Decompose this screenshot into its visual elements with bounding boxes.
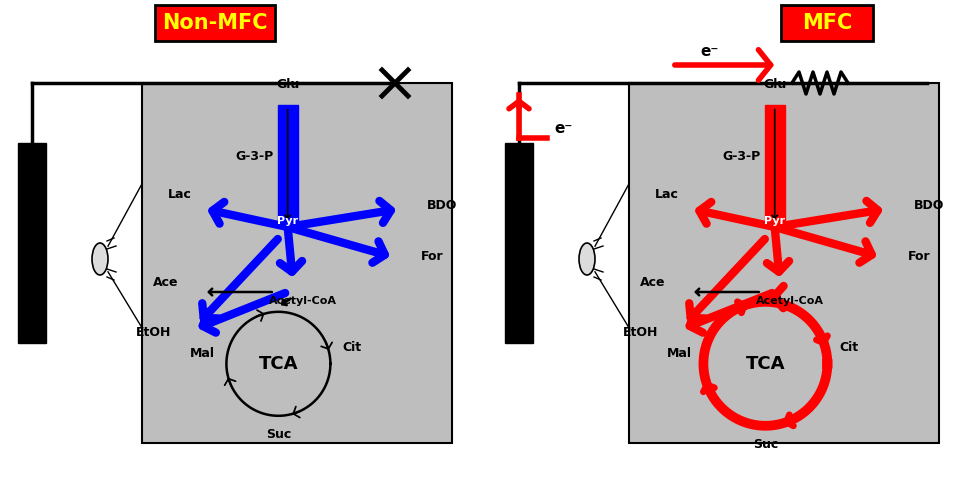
Bar — [505, 143, 533, 343]
Text: For: For — [421, 250, 443, 264]
Text: G-3-P: G-3-P — [236, 150, 274, 163]
Text: G-3-P: G-3-P — [723, 150, 761, 163]
Text: Mal: Mal — [189, 347, 214, 360]
Text: EtOH: EtOH — [135, 326, 171, 338]
Bar — [629, 83, 939, 443]
Text: For: For — [908, 250, 930, 264]
Text: Non-MFC: Non-MFC — [163, 13, 268, 33]
Bar — [18, 143, 46, 343]
Text: Pyr: Pyr — [765, 216, 785, 226]
FancyBboxPatch shape — [781, 5, 873, 41]
Text: TCA: TCA — [259, 355, 298, 373]
Text: Mal: Mal — [666, 347, 692, 360]
Ellipse shape — [92, 243, 108, 275]
Text: Lac: Lac — [169, 188, 192, 201]
Text: Glu: Glu — [276, 78, 299, 91]
Text: e⁻: e⁻ — [554, 120, 573, 136]
Text: MFC: MFC — [802, 13, 852, 33]
Text: Cit: Cit — [840, 341, 858, 355]
Text: BDO: BDO — [914, 198, 945, 212]
Text: EtOH: EtOH — [622, 326, 658, 338]
FancyBboxPatch shape — [155, 5, 275, 41]
Ellipse shape — [579, 243, 595, 275]
Bar — [278, 105, 298, 227]
Text: e⁻: e⁻ — [700, 44, 719, 58]
Text: Lac: Lac — [656, 188, 679, 201]
Text: Suc: Suc — [753, 438, 778, 451]
Text: Ace: Ace — [640, 276, 665, 290]
Bar — [765, 105, 785, 227]
Text: Acetyl-CoA: Acetyl-CoA — [269, 296, 337, 306]
Text: Suc: Suc — [266, 428, 291, 441]
Text: Pyr: Pyr — [278, 216, 298, 226]
Bar — [142, 83, 452, 443]
Text: BDO: BDO — [427, 198, 458, 212]
Text: Ace: Ace — [153, 276, 178, 290]
Text: Glu: Glu — [763, 78, 786, 91]
Text: Acetyl-CoA: Acetyl-CoA — [756, 296, 824, 306]
Text: Cit: Cit — [343, 341, 361, 355]
Text: TCA: TCA — [746, 355, 785, 373]
